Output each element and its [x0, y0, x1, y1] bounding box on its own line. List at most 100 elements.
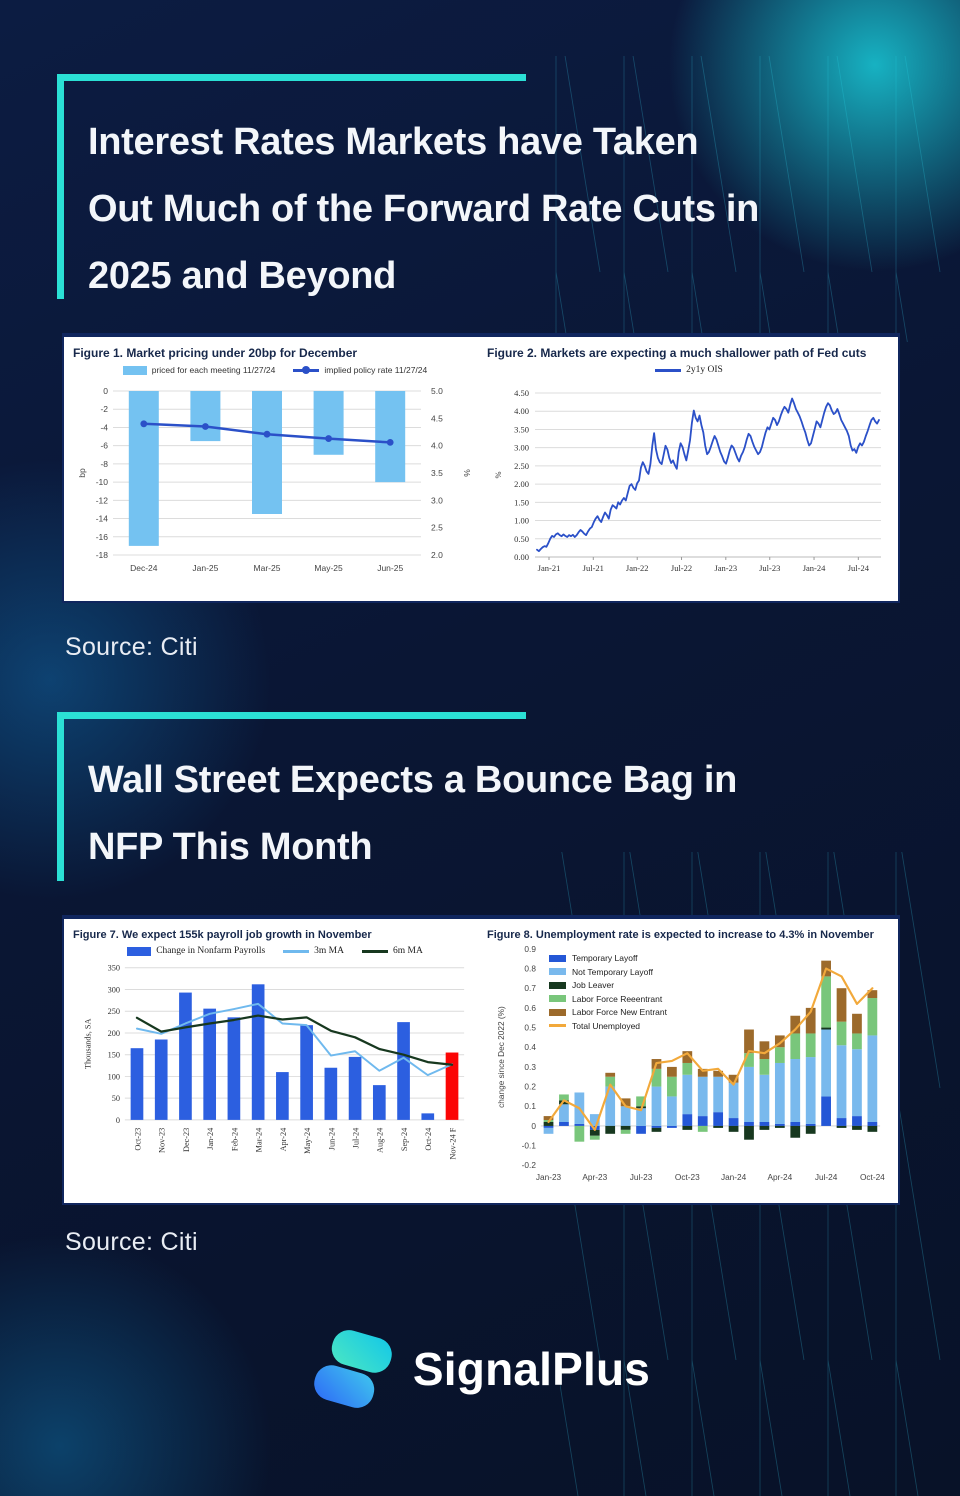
svg-text:-12: -12 — [96, 495, 109, 505]
svg-text:Oct-24: Oct-24 — [860, 1173, 885, 1182]
legend-item: implied policy rate 11/27/24 — [293, 365, 427, 375]
legend-item: Labor Force Reeentrant — [549, 994, 667, 1004]
legend-item: 2y1y OIS — [655, 365, 723, 375]
svg-text:Feb-24: Feb-24 — [230, 1128, 239, 1151]
legend-label: Temporary Layoff — [572, 953, 638, 963]
svg-text:Thousands, SA: Thousands, SA — [84, 1019, 93, 1070]
svg-text:Jan-24: Jan-24 — [721, 1173, 747, 1182]
svg-text:-18: -18 — [96, 550, 109, 560]
svg-text:50: 50 — [112, 1094, 120, 1103]
legend-swatch-box — [549, 968, 566, 975]
svg-text:0.5: 0.5 — [524, 1023, 536, 1032]
svg-text:0.8: 0.8 — [524, 964, 536, 973]
svg-text:Apr-23: Apr-23 — [582, 1173, 607, 1182]
svg-text:Jul-22: Jul-22 — [671, 563, 692, 573]
svg-text:-6: -6 — [100, 441, 108, 451]
svg-text:4.50: 4.50 — [514, 388, 529, 398]
svg-text:0.7: 0.7 — [524, 984, 536, 993]
svg-text:2.00: 2.00 — [514, 479, 529, 489]
svg-text:Jul-23: Jul-23 — [759, 563, 780, 573]
legend-label: Labor Force New Entrant — [572, 1007, 667, 1017]
svg-text:250: 250 — [108, 1007, 120, 1016]
svg-text:3.0: 3.0 — [431, 495, 443, 505]
figure-1: Figure 1. Market pricing under 20bp for … — [73, 345, 477, 597]
legend-swatch-line — [283, 949, 310, 953]
svg-text:Mar-24: Mar-24 — [255, 1128, 264, 1153]
svg-text:Jun-25: Jun-25 — [377, 563, 403, 573]
svg-text:2.50: 2.50 — [514, 461, 529, 471]
legend-swatch-box — [127, 946, 152, 956]
unemployment-chart: 0.9 0.8 0.7 0.6 0.5 0.4 0.3 0.2 0.1 0 -0.1 -0.2 chan… — [497, 944, 885, 1182]
svg-text:350: 350 — [108, 964, 120, 973]
svg-text:Sep-24: Sep-24 — [400, 1128, 409, 1151]
legend-label: 3m MA — [314, 946, 344, 957]
svg-text:-4: -4 — [100, 422, 108, 432]
figure-7-legend: Change in Nonfarm Payrolls 3m MA 6m MA — [73, 943, 477, 961]
svg-text:Aug-24: Aug-24 — [376, 1128, 385, 1153]
legend-swatch-box — [549, 1008, 566, 1016]
svg-text:Nov-23: Nov-23 — [158, 1128, 167, 1153]
svg-text:change since Dec 2022 (%): change since Dec 2022 (%) — [497, 1006, 506, 1108]
legend-label: Job Leaver — [572, 980, 615, 990]
legend-swatch-linedot — [293, 365, 320, 374]
svg-text:Jan-21: Jan-21 — [538, 563, 561, 573]
ois-line-chart: 0.00 0.50 1.00 1.50 2.00 2.50 3.00 3.50 4.00 4.50… — [493, 388, 881, 573]
svg-text:3.00: 3.00 — [514, 443, 529, 453]
legend-label: 2y1y OIS — [686, 365, 723, 375]
source-note-1: Source: Citi — [65, 633, 198, 661]
legend-label: implied policy rate 11/27/24 — [324, 365, 428, 375]
brand-name: SignalPlus — [412, 1343, 651, 1395]
legend-item: Total Unemployed — [549, 1021, 667, 1031]
svg-text:Nov-24 F: Nov-24 F — [448, 1127, 457, 1159]
rates-chart-panel: Figure 1. Market pricing under 20bp for … — [62, 333, 900, 603]
legend-item: Temporary Layoff — [549, 953, 667, 963]
headline-1-line-1: Interest Rates Markets have Taken — [88, 121, 699, 164]
legend-swatch-box — [549, 954, 566, 962]
svg-text:2.5: 2.5 — [431, 523, 443, 533]
svg-text:1.00: 1.00 — [514, 516, 529, 526]
svg-text:Dec-24: Dec-24 — [130, 563, 158, 573]
svg-text:-14: -14 — [96, 514, 109, 524]
svg-text:0.1: 0.1 — [524, 1102, 536, 1111]
legend-item: Change in Nonfarm Payrolls — [127, 946, 265, 956]
payrolls-chart: 0 50 100 150 200 250 300 350 Thousands, SA Oct-23… — [84, 964, 465, 1160]
legend-item: 6m MA — [361, 946, 423, 956]
svg-text:Jan-24: Jan-24 — [803, 563, 826, 573]
accent-corner-2 — [57, 712, 526, 881]
legend-item: Job Leaver — [549, 980, 667, 990]
svg-text:Jul-23: Jul-23 — [630, 1173, 653, 1182]
svg-text:-8: -8 — [100, 459, 108, 469]
figure-8-legend: Temporary Layoff Not Temporary Layoff Job … — [549, 953, 667, 1031]
svg-text:-10: -10 — [96, 477, 109, 487]
legend-label: Total Unemployed — [572, 1020, 641, 1031]
legend-label: Change in Nonfarm Payrolls — [156, 946, 266, 957]
nfp-chart-panel: Figure 7. We expect 155k payroll job gro… — [62, 915, 900, 1205]
headline-1-line-2: Out Much of the Forward Rate Cuts in — [88, 188, 760, 231]
svg-text:Jun-24: Jun-24 — [327, 1128, 336, 1151]
legend-label: priced for each meeting 11/27/24 — [151, 365, 276, 375]
svg-text:0.4: 0.4 — [524, 1043, 536, 1052]
accent-corner-1 — [57, 74, 526, 299]
figure-1-legend: priced for each meeting 11/27/24 implied … — [73, 361, 477, 379]
svg-text:Jan-23: Jan-23 — [536, 1173, 562, 1182]
headline-2: Wall Street Expects a Bounce Bag in NFP … — [88, 747, 918, 881]
headline-2-line-1: Wall Street Expects a Bounce Bag in — [88, 759, 738, 802]
svg-text:-0.1: -0.1 — [522, 1141, 537, 1150]
figure-2: Figure 2. Markets are expecting a much s… — [487, 345, 891, 597]
svg-text:Dec-23: Dec-23 — [182, 1128, 191, 1152]
source-note-2: Source: Citi — [65, 1228, 198, 1256]
svg-text:Oct-23: Oct-23 — [675, 1173, 700, 1182]
svg-text:May-24: May-24 — [303, 1128, 312, 1154]
svg-text:Jul-24: Jul-24 — [815, 1173, 838, 1182]
svg-text:4.00: 4.00 — [514, 406, 529, 416]
svg-text:-2: -2 — [100, 404, 108, 414]
svg-text:4.5: 4.5 — [431, 413, 443, 423]
svg-text:Apr-24: Apr-24 — [279, 1128, 288, 1152]
svg-text:5.0: 5.0 — [431, 386, 443, 396]
svg-text:May-25: May-25 — [314, 563, 343, 573]
svg-text:3.5: 3.5 — [431, 468, 443, 478]
legend-item: priced for each meeting 11/27/24 — [122, 365, 276, 375]
legend-swatch-box — [122, 365, 147, 375]
svg-text:0.3: 0.3 — [524, 1062, 536, 1071]
